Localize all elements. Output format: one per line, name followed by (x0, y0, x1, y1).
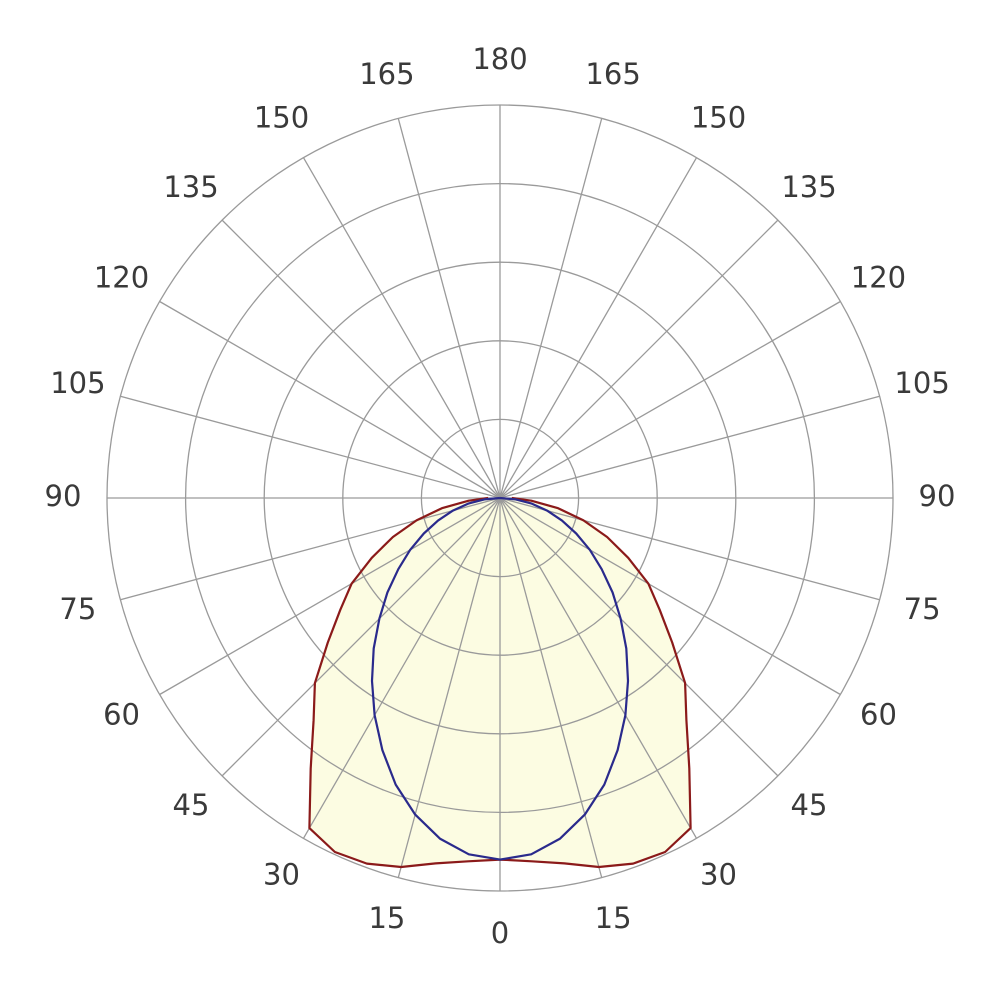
angle-label: 135 (781, 170, 836, 204)
angle-label: 90 (919, 479, 956, 513)
curves (308, 496, 692, 869)
angle-label: 75 (904, 592, 941, 626)
spoke (159, 300, 501, 499)
angle-label: 30 (263, 857, 300, 891)
angle-label: 150 (691, 101, 746, 135)
angle-label: 45 (791, 788, 828, 822)
spoke (221, 219, 501, 499)
spoke (499, 219, 779, 499)
angle-label: 15 (368, 901, 405, 935)
angle-label: 60 (103, 698, 140, 732)
spoke (120, 395, 501, 499)
angle-label: 75 (59, 592, 96, 626)
angle-label: 135 (163, 170, 218, 204)
angle-label: 90 (45, 479, 82, 513)
spoke (499, 157, 698, 499)
spoke (159, 497, 501, 696)
spoke (499, 300, 841, 499)
angle-label: 165 (585, 57, 640, 91)
spoke (499, 118, 603, 499)
angle-label: 120 (94, 261, 149, 295)
spoke (221, 497, 501, 777)
spoke (397, 118, 501, 499)
angle-label: 0 (491, 916, 509, 950)
grid (106, 104, 894, 892)
spoke (302, 157, 501, 499)
angle-label: 150 (254, 101, 309, 135)
curve (370, 496, 630, 861)
angle-label: 30 (700, 857, 737, 891)
angle-label: 105 (894, 366, 949, 400)
spoke (499, 497, 698, 839)
angle-label: 120 (851, 261, 906, 295)
spoke (302, 497, 501, 839)
angle-label: 45 (173, 788, 210, 822)
angle-label: 15 (595, 901, 632, 935)
spoke (499, 497, 841, 696)
angle-label: 165 (359, 57, 414, 91)
spoke (499, 497, 779, 777)
spoke (499, 497, 880, 601)
spoke (120, 497, 501, 601)
spoke (499, 395, 880, 499)
angle-label: 105 (50, 366, 105, 400)
angle-label: 180 (472, 42, 527, 76)
angle-label: 60 (860, 698, 897, 732)
